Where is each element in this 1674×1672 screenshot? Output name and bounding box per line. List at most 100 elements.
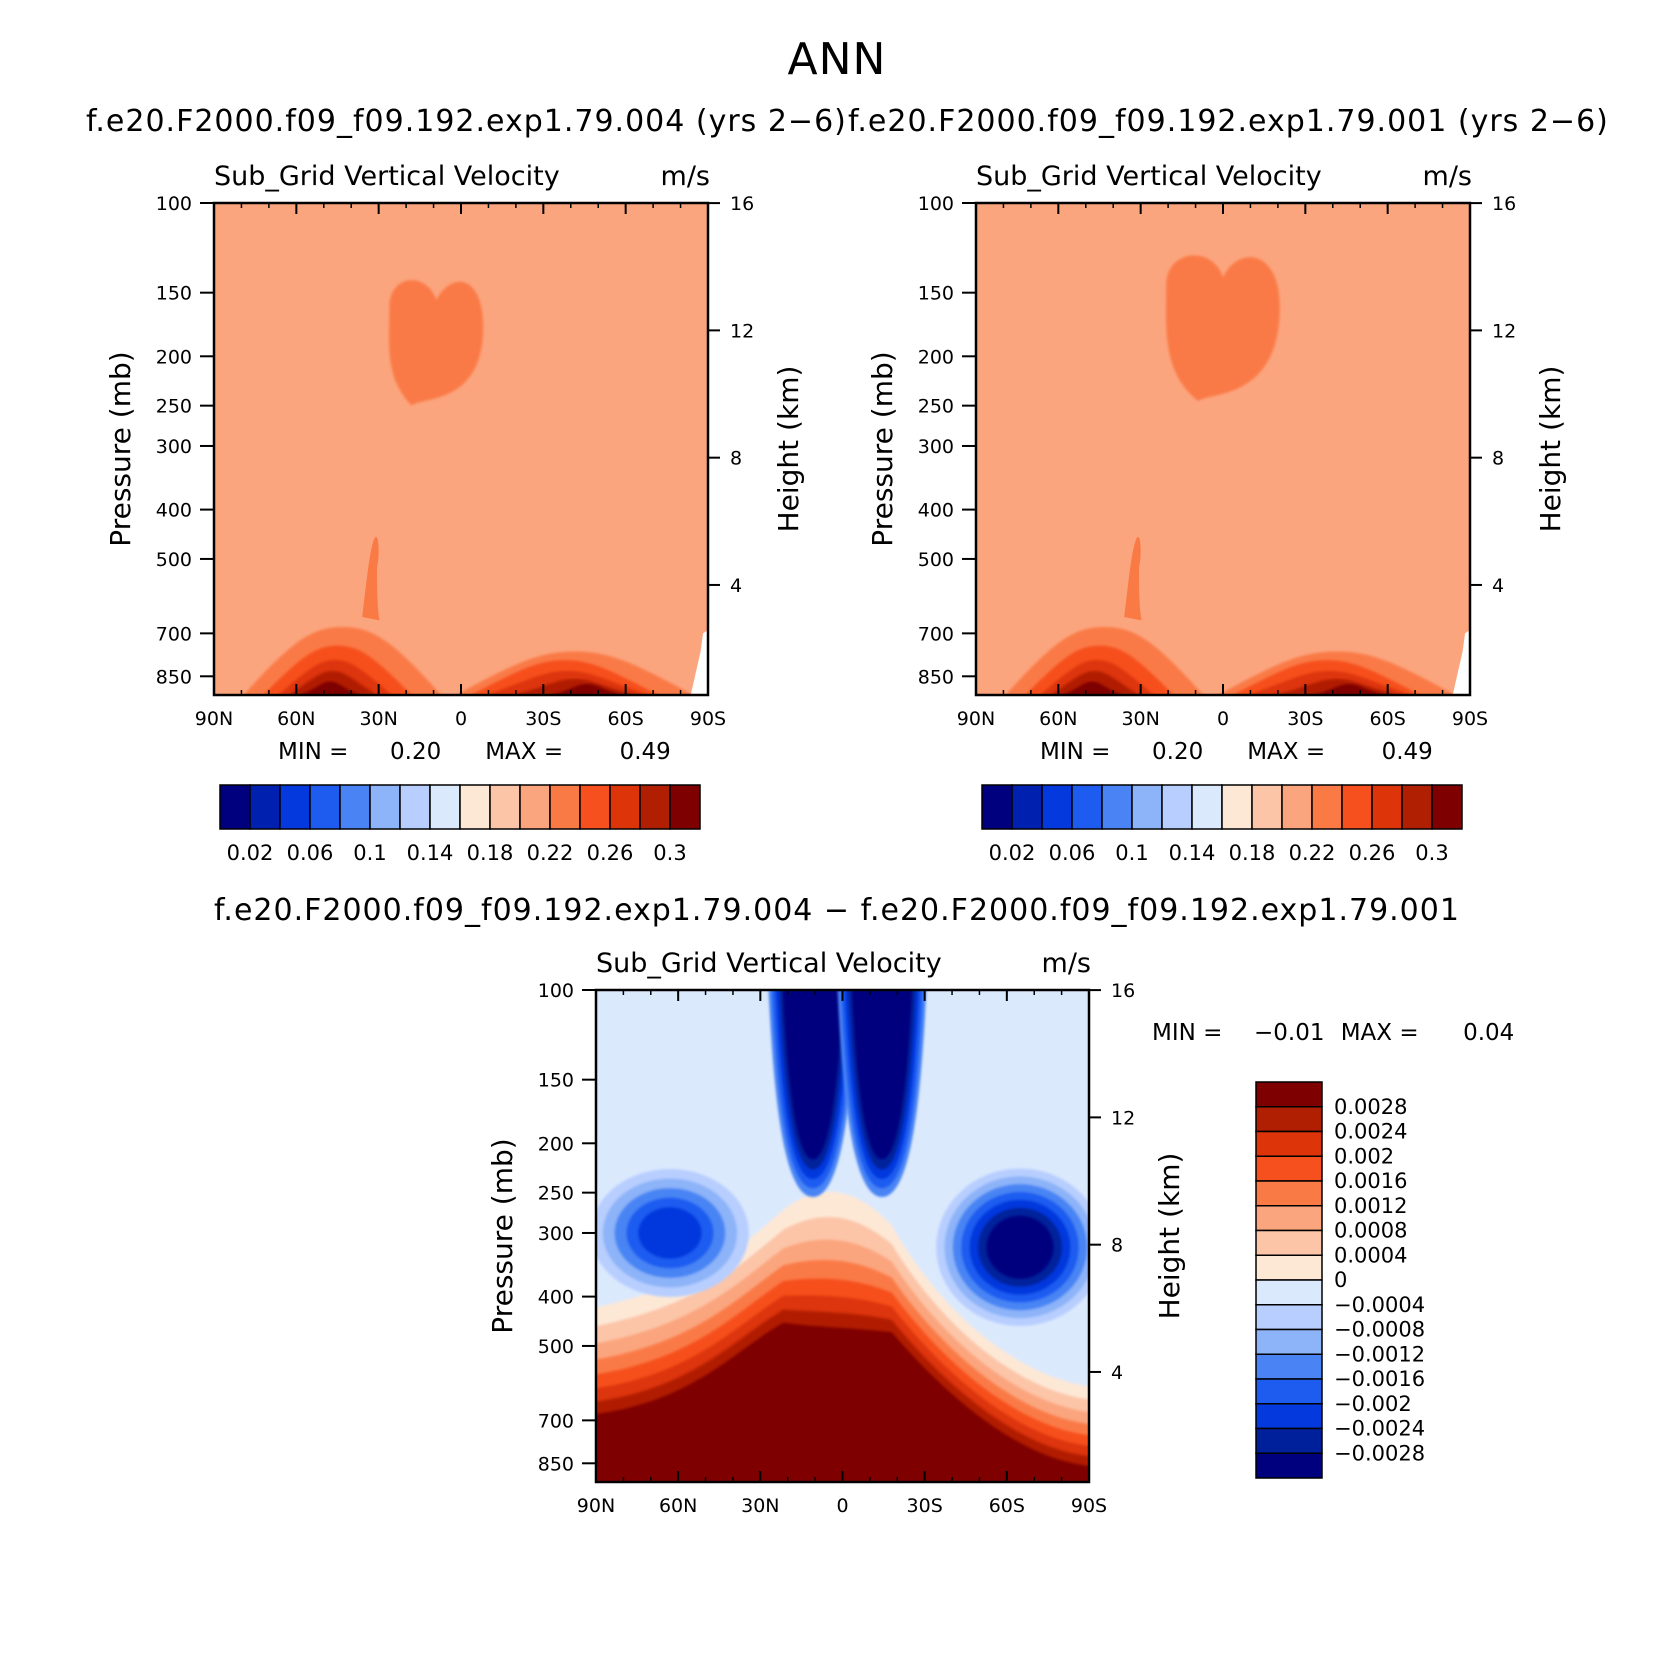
y-tick-label: 300 [156,436,192,458]
colorbar-B: 0.02 0.06 0.1 0.14 0.18 0.22 0.26 0.3 [981,784,1463,865]
max-value: 0.49 [620,739,671,765]
colorbar-label: 0.18 [1229,841,1276,865]
colorbar-swatch [1255,1106,1323,1133]
colorbar-swatch [249,784,281,830]
colorbar-label: 0.0008 [1334,1219,1407,1243]
y2-tick-label: 4 [730,575,742,597]
y-tick-label: 850 [918,666,954,688]
y-tick-label: 300 [918,436,954,458]
max-value: 0.04 [1463,1020,1514,1046]
colorbar-swatch [459,784,491,830]
colorbar-swatch [339,784,371,830]
negative-north [638,1207,702,1259]
y-tick-label: 700 [538,1410,574,1432]
colorbar-label: 0.1 [1115,841,1148,865]
colorbar-swatch [399,784,431,830]
colorbar-swatch [489,784,521,830]
y-tick-label: 250 [156,396,192,418]
colorbar-swatch [279,784,311,830]
x-tick-label: 60N [1039,708,1077,730]
colorbar-label: 0.06 [287,841,334,865]
y-tick-label: 700 [918,623,954,645]
y-tick-label: 200 [156,346,192,368]
x-tick-label: 30S [1287,708,1323,730]
colorbar-swatch [1431,784,1463,830]
min-label: MIN = [1152,1020,1222,1046]
y2-tick-label: 16 [1492,193,1516,215]
y-tick-label: 400 [918,500,954,522]
colorbar-diff: 0.00280.00240.0020.00160.00120.00080.000… [1255,1081,1425,1479]
x-tick-label: 90S [1071,1495,1107,1517]
colorbar-label: 0.0012 [1334,1194,1407,1218]
colorbar-label: 0.26 [1349,841,1396,865]
y2-tick-label: 12 [1111,1107,1135,1129]
stats-C: MIN = −0.01 MAX = 0.04 [1152,1020,1514,1046]
max-label: MAX = [1247,739,1325,765]
panel-units: m/s [661,161,710,192]
colorbar-label: 0.02 [227,841,274,865]
y2-tick-label: 4 [1492,575,1504,597]
case-b-title: f.e20.F2000.f09_f09.192.exp1.79.001 (yrs… [848,104,1609,139]
x-tick-label: 30S [907,1495,943,1517]
panel-title: Sub_Grid Vertical Velocity [976,161,1322,192]
colorbar-swatch [981,784,1013,830]
y-tick-label: 100 [918,193,954,215]
case-a-title: f.e20.F2000.f09_f09.192.exp1.79.004 (yrs… [86,104,847,139]
colorbar-swatch [1251,784,1283,830]
x-tick-label: 60S [989,1495,1025,1517]
colorbar-swatch [1255,1427,1323,1454]
x-tick-label: 90N [957,708,995,730]
y-tick-label: 150 [156,283,192,305]
x-tick-label: 60N [277,708,315,730]
colorbar-label: 0.0016 [1334,1169,1407,1193]
colorbar-label: 0.22 [527,841,574,865]
colorbar-swatch [1041,784,1073,830]
y-axis-label: Pressure (mb) [486,1138,519,1333]
plot-panel-B: Sub_Grid Vertical Velocity m/s 90N 60N 30N 0 3… [866,161,1567,730]
colorbar-swatch [1281,784,1313,830]
x-tick-label: 30N [359,708,397,730]
y-tick-label: 400 [538,1287,574,1309]
background-contour [976,203,1470,695]
contour-fill-C [596,990,1089,1482]
colorbar-swatch [1401,784,1433,830]
plot-panel-C: Sub_Grid Vertical Velocity m/s 90N 60N 30N 0 3… [486,948,1186,1517]
x-tick-label: 0 [836,1495,848,1517]
min-value: −0.01 [1254,1020,1324,1046]
min-label: MIN = [1040,739,1110,765]
y-axis-label: Pressure (mb) [104,351,137,546]
colorbar-swatch [1161,784,1193,830]
upper-max-contour [1165,255,1280,402]
colorbar-label: −0.0024 [1334,1417,1425,1441]
upper-max-contour [389,280,484,406]
colorbar-swatch [1255,1205,1323,1232]
colorbar-swatch [1071,784,1103,830]
colorbar-swatch [1255,1328,1323,1355]
colorbar-label: 0.02 [989,841,1036,865]
colorbar-label: −0.002 [1334,1392,1412,1416]
colorbar-label: 0.3 [1415,841,1448,865]
x-tick-label: 0 [455,708,467,730]
colorbar-label: 0.22 [1289,841,1336,865]
max-label: MAX = [1341,1020,1419,1046]
negative-core-1 [851,990,913,1160]
colorbar-label: 0.002 [1334,1144,1394,1168]
y-axis-label: Pressure (mb) [866,351,899,546]
x-tick-label: 60N [659,1495,697,1517]
colorbar-label: −0.0016 [1334,1367,1425,1391]
y2-tick-label: 16 [1111,980,1135,1002]
positive-contour [596,1322,1089,1482]
colorbar-label: −0.0028 [1334,1441,1425,1465]
y-tick-label: 200 [538,1133,574,1155]
colorbar-swatch [1255,1304,1323,1331]
colorbar-swatch [1311,784,1343,830]
x-tick-label: 30S [525,708,561,730]
colorbar-swatch [639,784,671,830]
colorbar-label: 0.18 [467,841,514,865]
colorbar-swatch [669,784,701,830]
colorbar-swatch [309,784,341,830]
y2-tick-label: 8 [1492,448,1504,470]
colorbar-swatch [1255,1229,1323,1256]
y-tick-label: 250 [918,396,954,418]
